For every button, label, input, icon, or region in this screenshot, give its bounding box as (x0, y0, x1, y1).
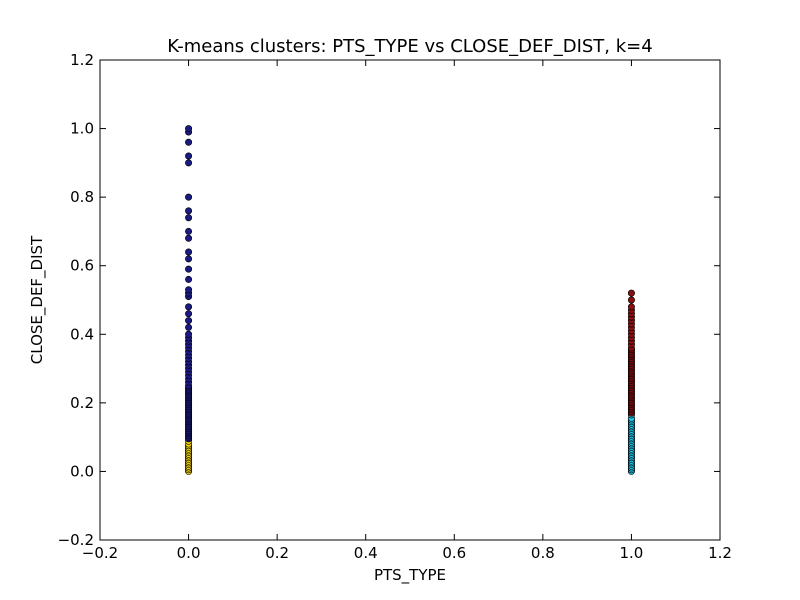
scatter-point (185, 286, 193, 294)
scatter-point (185, 255, 193, 263)
x-tick-label: 0.6 (442, 544, 466, 562)
x-tick-label: 0.0 (177, 544, 201, 562)
scatter-point (185, 125, 193, 133)
scatter-point (185, 330, 193, 338)
y-tick-label: 0.2 (70, 394, 94, 412)
scatter-point (185, 303, 193, 311)
scatter-point (185, 207, 193, 215)
x-tick-label: 0.4 (354, 544, 378, 562)
scatter-point (185, 152, 193, 160)
scatter-point (185, 159, 193, 167)
points-layer (185, 125, 635, 475)
x-tick-label: 1.0 (619, 544, 643, 562)
scatter-point (185, 310, 193, 318)
scatter-point (627, 303, 635, 311)
x-axis-label: PTS_TYPE (374, 566, 446, 585)
y-tick-label: 0.8 (70, 188, 94, 206)
y-axis-label: CLOSE_DEF_DIST (28, 235, 47, 364)
y-tick-label: −0.2 (58, 531, 94, 549)
y-tick-label: 1.0 (70, 120, 94, 138)
scatter-point (185, 323, 193, 331)
scatter-point (185, 138, 193, 146)
ticks-layer: −0.2 0.0 0.2 0.4 0.6 0.8 1.0 1.2 −0.2 0.0 0.2 0.4 0.… (58, 51, 732, 562)
y-tick-label: 0.0 (70, 462, 94, 480)
x-tick-label: 0.8 (531, 544, 555, 562)
scatter-point (185, 193, 193, 201)
scatter-point (185, 317, 193, 325)
scatter-point (185, 227, 193, 235)
x-tick-label: 1.2 (708, 544, 732, 562)
scatter-point (185, 234, 193, 242)
y-tick-label: 1.2 (70, 51, 94, 69)
scatter-point (185, 275, 193, 283)
scatter-point (627, 296, 635, 304)
plot-frame (99, 59, 721, 541)
chart-title: K-means clusters: PTS_TYPE vs CLOSE_DEF_… (167, 36, 652, 57)
scatter-point (185, 248, 193, 256)
x-tick-label: −0.2 (82, 544, 118, 562)
y-tick-label: 0.6 (70, 257, 94, 275)
scatter-point (185, 214, 193, 222)
scatter-point (185, 265, 193, 273)
y-tick-label: 0.4 (70, 325, 94, 343)
scatter-point (627, 289, 635, 297)
x-tick-label: 0.2 (265, 544, 289, 562)
